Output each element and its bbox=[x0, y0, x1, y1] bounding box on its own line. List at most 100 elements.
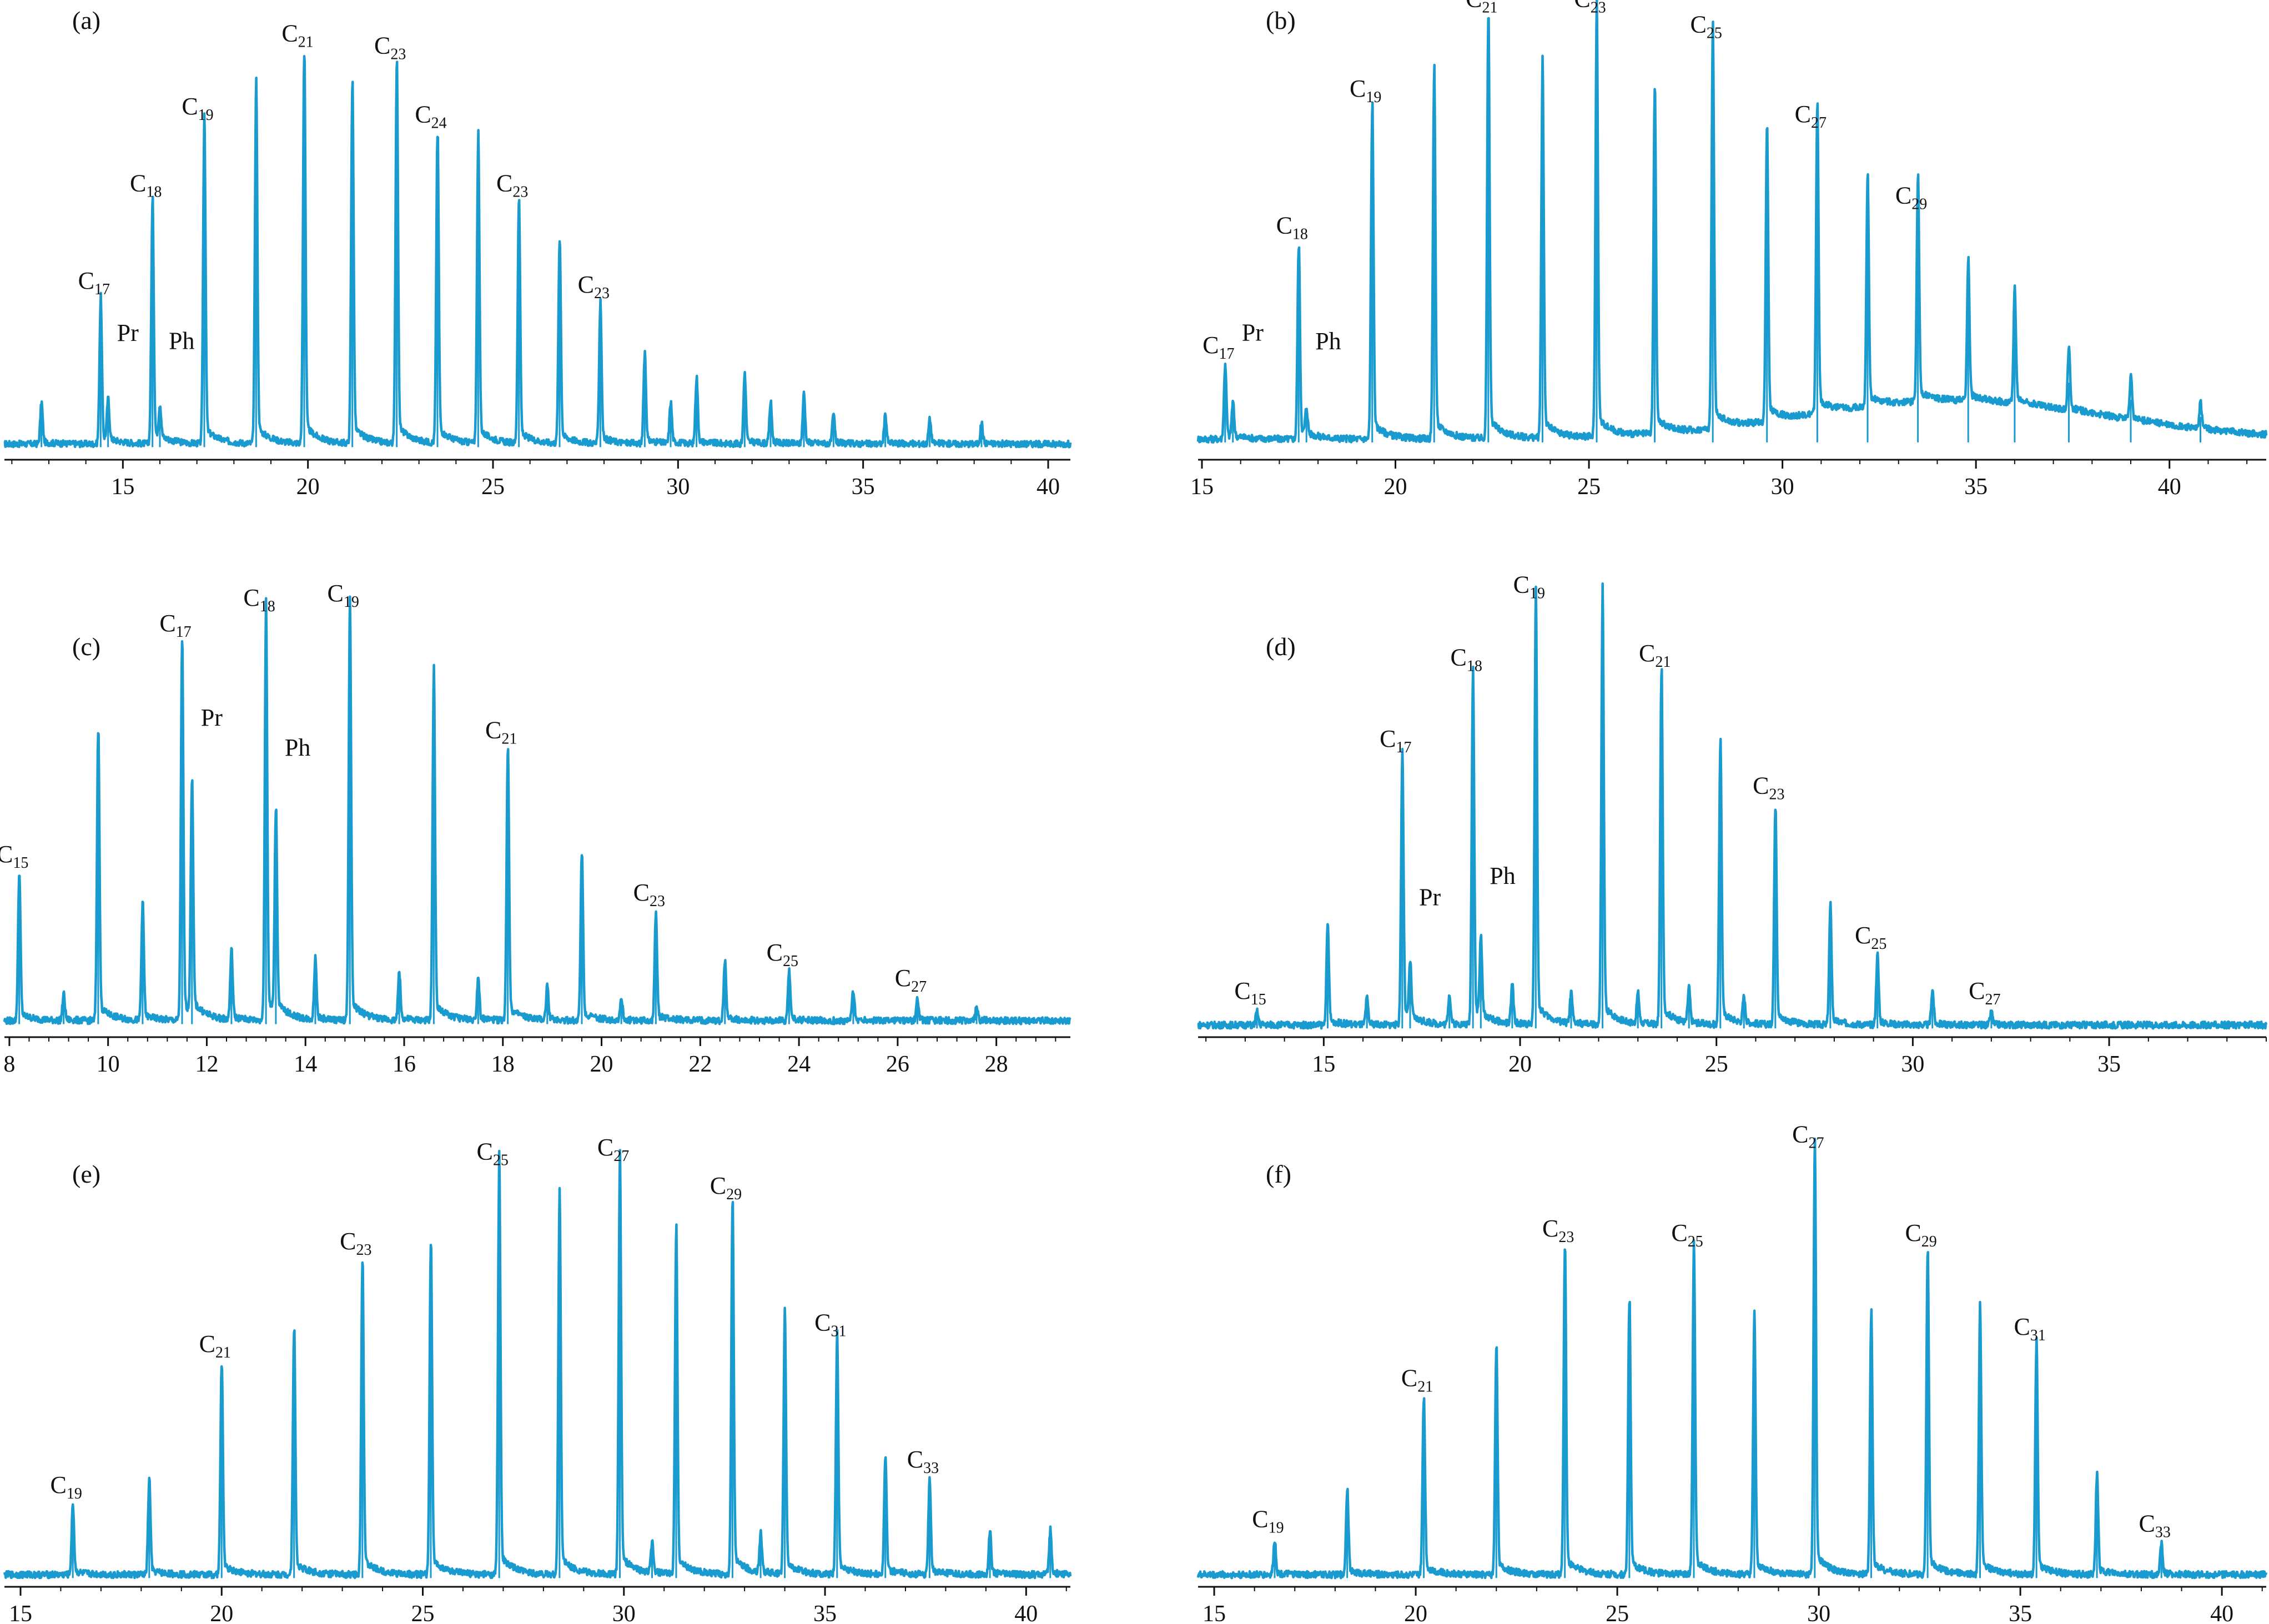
peak-label-e-7: C33 bbox=[907, 1446, 939, 1477]
x-tick-label-c-2: 12 bbox=[195, 1052, 218, 1077]
x-tick-label-d-2: 25 bbox=[1705, 1052, 1728, 1077]
x-tick-label-c-3: 14 bbox=[294, 1052, 317, 1077]
panel-label-a: (a) bbox=[72, 6, 100, 34]
peak-label-b-6: C23 bbox=[1574, 0, 1606, 16]
panel-label-f: (f) bbox=[1266, 1160, 1291, 1188]
x-tick-label-b-0: 15 bbox=[1190, 474, 1214, 500]
panel-label-d: (d) bbox=[1266, 632, 1296, 661]
panel-d: (d) 15 20 25 30 35 C15 C17 Pr C18 Ph C19 C21 C23 C25 C2… bbox=[1197, 571, 2268, 1077]
peak-label-e-2: C23 bbox=[340, 1228, 371, 1259]
peak-label-a-4: C19 bbox=[182, 93, 213, 124]
x-tick-label-a-5: 40 bbox=[1037, 474, 1060, 500]
peak-label-b-4: C19 bbox=[1350, 75, 1381, 106]
peak-label-d-9: C27 bbox=[1969, 977, 2000, 1008]
chromatogram-trace-f bbox=[1196, 1137, 2268, 1580]
panel-f: (f) 15 20 25 30 35 40 C19 C21 C23 C25 C27 C29 C31 C33 bbox=[1196, 1121, 2268, 1624]
x-tick-label-d-1: 20 bbox=[1508, 1052, 1532, 1077]
peak-label-b-3: Ph bbox=[1315, 328, 1341, 355]
peak-label-c-2: Pr bbox=[201, 704, 223, 731]
peak-label-b-0: C17 bbox=[1203, 331, 1234, 363]
peak-label-b-7: C25 bbox=[1690, 11, 1722, 42]
x-tick-label-b-5: 40 bbox=[2158, 474, 2181, 500]
peak-label-a-8: C23 bbox=[496, 170, 528, 201]
peak-label-f-4: C27 bbox=[1792, 1121, 1824, 1152]
peak-label-a-2: C18 bbox=[130, 170, 162, 201]
panel-b: (b) 15 20 25 30 35 40 C17 Pr C18 Ph C19 C21 C23 C25 C27… bbox=[1190, 0, 2268, 500]
panel-label-c: (c) bbox=[72, 632, 100, 661]
peak-label-f-6: C31 bbox=[2014, 1313, 2045, 1344]
x-tick-label-d-4: 35 bbox=[2097, 1052, 2121, 1077]
peak-label-b-1: Pr bbox=[1242, 319, 1264, 346]
chromatogram-trace-a bbox=[3, 55, 1072, 449]
peak-label-d-8: C25 bbox=[1855, 922, 1886, 953]
peak-label-e-0: C19 bbox=[50, 1471, 82, 1502]
peak-label-c-7: C23 bbox=[633, 879, 665, 910]
peak-label-d-3: C18 bbox=[1450, 644, 1482, 675]
peak-label-b-9: C29 bbox=[1895, 182, 1927, 213]
x-tick-label-d-3: 30 bbox=[1901, 1052, 1924, 1077]
x-tick-label-c-7: 22 bbox=[688, 1052, 712, 1077]
x-tick-label-b-2: 25 bbox=[1577, 474, 1601, 500]
chromatogram-trace-d bbox=[1197, 582, 2268, 1030]
panel-label-b: (b) bbox=[1266, 6, 1296, 34]
peak-label-d-0: C15 bbox=[1234, 977, 1266, 1008]
x-tick-label-c-8: 24 bbox=[787, 1052, 811, 1077]
x-tick-label-e-5: 40 bbox=[1014, 1601, 1038, 1624]
peak-label-c-8: C25 bbox=[767, 939, 798, 970]
x-tick-label-f-1: 20 bbox=[1404, 1601, 1427, 1624]
peak-label-c-1: C17 bbox=[159, 610, 191, 641]
x-tick-label-e-2: 25 bbox=[411, 1601, 435, 1624]
x-tick-label-f-3: 30 bbox=[1807, 1601, 1830, 1624]
panel-a: (a) 15 20 25 30 35 40 C17 Pr C18 Ph C19 C21 C23 C24 C23… bbox=[3, 6, 1072, 500]
peak-label-c-3: C18 bbox=[243, 584, 275, 615]
peak-label-a-5: C21 bbox=[281, 20, 313, 51]
panel-c: (c) 8 10 12 14 16 18 20 22 24 26 28 C15 C17 Pr C18 Ph C19… bbox=[0, 580, 1071, 1077]
peak-label-c-5: C19 bbox=[328, 580, 359, 611]
peak-label-e-1: C21 bbox=[199, 1330, 231, 1361]
chromatogram-trace-c bbox=[3, 595, 1071, 1025]
chromatogram-trace-b bbox=[1196, 0, 2268, 444]
x-tick-label-e-3: 30 bbox=[612, 1601, 636, 1624]
x-tick-label-f-5: 40 bbox=[2210, 1601, 2233, 1624]
x-tick-label-a-1: 20 bbox=[296, 474, 320, 500]
peak-label-c-6: C21 bbox=[485, 717, 517, 748]
x-tick-label-c-4: 16 bbox=[393, 1052, 416, 1077]
peak-label-d-5: C19 bbox=[1513, 571, 1545, 602]
peak-label-b-2: C18 bbox=[1276, 212, 1308, 243]
x-tick-label-b-4: 35 bbox=[1964, 474, 1988, 500]
peak-label-e-4: C27 bbox=[597, 1134, 629, 1165]
peak-label-d-4: Ph bbox=[1490, 862, 1515, 889]
x-tick-label-a-2: 25 bbox=[481, 474, 505, 500]
chromatogram-trace-e bbox=[3, 1149, 1072, 1580]
peak-label-f-1: C21 bbox=[1401, 1365, 1433, 1396]
peak-label-c-9: C27 bbox=[895, 964, 927, 995]
peak-label-a-1: Pr bbox=[117, 319, 139, 346]
x-tick-label-c-9: 26 bbox=[886, 1052, 909, 1077]
x-tick-label-e-4: 35 bbox=[813, 1601, 837, 1624]
peak-label-f-0: C19 bbox=[1252, 1506, 1284, 1537]
peak-label-d-6: C21 bbox=[1639, 640, 1671, 671]
x-tick-label-d-0: 15 bbox=[1312, 1052, 1335, 1077]
x-tick-label-e-1: 20 bbox=[210, 1601, 233, 1624]
peak-label-e-3: C25 bbox=[476, 1138, 508, 1169]
peak-label-e-5: C29 bbox=[710, 1172, 742, 1203]
x-tick-label-c-10: 28 bbox=[985, 1052, 1008, 1077]
x-tick-label-a-4: 35 bbox=[852, 474, 875, 500]
peak-label-e-6: C31 bbox=[814, 1309, 846, 1340]
panel-e: (e) 15 20 25 30 35 40 C19 C21 C23 C25 C27 C29 C31 C33 bbox=[3, 1134, 1072, 1624]
peak-label-b-8: C27 bbox=[1795, 100, 1827, 132]
peak-label-d-2: Pr bbox=[1419, 884, 1441, 911]
peak-label-a-7: C24 bbox=[415, 101, 446, 132]
x-tick-label-c-1: 10 bbox=[97, 1052, 120, 1077]
x-tick-label-c-0: 8 bbox=[3, 1052, 15, 1077]
x-tick-label-f-4: 35 bbox=[2009, 1601, 2032, 1624]
x-tick-label-f-2: 25 bbox=[1606, 1601, 1629, 1624]
peak-label-c-4: Ph bbox=[285, 734, 310, 761]
peak-label-f-5: C29 bbox=[1905, 1219, 1936, 1250]
x-tick-label-f-0: 15 bbox=[1203, 1601, 1226, 1624]
peak-label-a-6: C23 bbox=[374, 32, 406, 63]
peak-label-d-7: C23 bbox=[1753, 772, 1784, 803]
peak-label-f-2: C23 bbox=[1542, 1215, 1574, 1246]
peak-label-c-0: C15 bbox=[0, 841, 28, 872]
